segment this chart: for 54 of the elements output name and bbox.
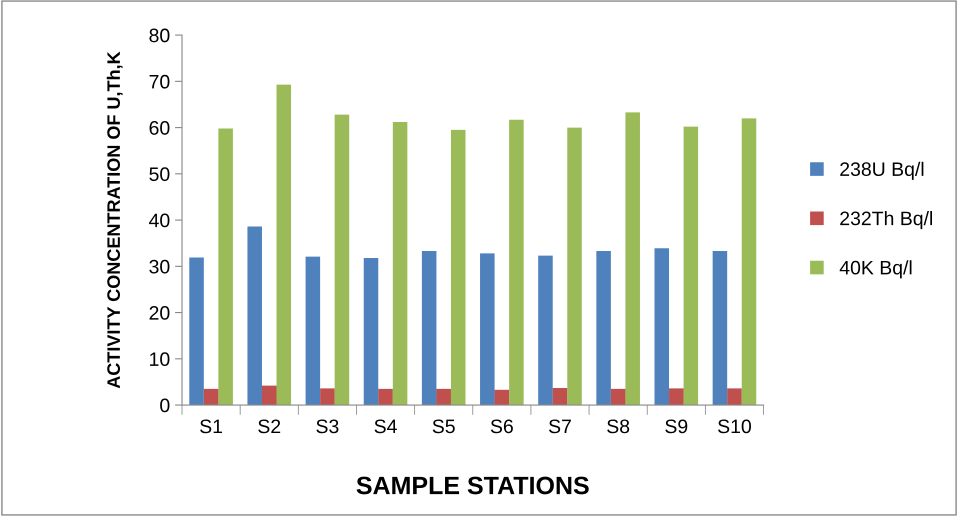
bar bbox=[320, 388, 335, 406]
legend-label: 232Th Bq/l bbox=[840, 211, 932, 230]
bar bbox=[378, 388, 393, 406]
y-tick-label: 20 bbox=[150, 306, 170, 320]
y-tick-label: 10 bbox=[150, 352, 170, 366]
legend-label: 40K Bq/l bbox=[840, 260, 912, 278]
bar bbox=[567, 128, 582, 406]
x-axis-title: SAMPLE STATIONS bbox=[356, 476, 589, 494]
bar bbox=[480, 253, 495, 406]
bar bbox=[334, 114, 350, 406]
bar bbox=[262, 386, 277, 406]
x-tick-label: S2 bbox=[258, 419, 280, 434]
bar bbox=[276, 84, 292, 406]
y-tick-label: 50 bbox=[149, 167, 170, 182]
x-tick-label: S10 bbox=[718, 419, 751, 434]
bar bbox=[204, 388, 218, 406]
x-tick-label: S6 bbox=[490, 419, 513, 434]
bar bbox=[742, 118, 756, 406]
bar bbox=[509, 120, 524, 406]
x-tick-label: S5 bbox=[432, 419, 455, 434]
y-tick-label: 40 bbox=[149, 214, 170, 228]
bar bbox=[596, 251, 611, 406]
bar bbox=[450, 130, 466, 406]
y-tick-label: 60 bbox=[150, 121, 170, 135]
bar bbox=[684, 126, 698, 406]
bar bbox=[189, 258, 204, 406]
x-tick-label: S7 bbox=[548, 419, 571, 434]
bar bbox=[610, 388, 626, 406]
x-tick-label: S4 bbox=[374, 419, 397, 434]
bar bbox=[306, 256, 320, 406]
y-tick-label: 30 bbox=[149, 260, 170, 274]
bar bbox=[364, 258, 378, 406]
bar bbox=[669, 388, 684, 406]
bar bbox=[654, 248, 670, 406]
bar bbox=[422, 251, 436, 406]
x-tick-label: S1 bbox=[200, 419, 222, 434]
y-tick-label: 80 bbox=[149, 28, 170, 42]
y-tick-label: 70 bbox=[150, 74, 170, 89]
bar bbox=[218, 128, 233, 406]
x-tick-label: S9 bbox=[665, 419, 688, 434]
bar bbox=[552, 388, 568, 406]
bar bbox=[494, 390, 510, 406]
bar bbox=[712, 251, 728, 406]
bar bbox=[727, 388, 742, 406]
bar bbox=[625, 112, 640, 406]
legend-label: 238U Bq/l bbox=[840, 162, 924, 180]
x-tick-label: S3 bbox=[316, 419, 338, 434]
y-tick-label: 0 bbox=[160, 398, 170, 412]
bar bbox=[247, 226, 262, 406]
bar bbox=[392, 122, 408, 406]
bar bbox=[538, 256, 553, 406]
y-axis-title: ACTIVITY CONCENTRATION OF U,Th,K bbox=[106, 52, 123, 388]
bar bbox=[436, 388, 451, 406]
x-tick-label: S8 bbox=[607, 419, 630, 434]
